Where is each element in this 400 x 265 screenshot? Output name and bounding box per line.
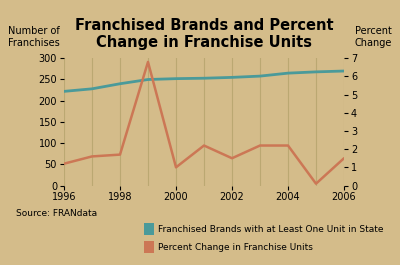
Text: Franchised Brands and Percent
Change in Franchise Units: Franchised Brands and Percent Change in … <box>75 18 333 50</box>
Text: Number of
Franchises: Number of Franchises <box>8 26 60 48</box>
Text: Franchised Brands with at Least One Unit in State: Franchised Brands with at Least One Unit… <box>158 225 384 234</box>
Text: Source: FRANdata: Source: FRANdata <box>16 209 97 218</box>
Text: Percent Change in Franchise Units: Percent Change in Franchise Units <box>158 243 313 252</box>
Text: Percent
Change: Percent Change <box>355 26 392 48</box>
